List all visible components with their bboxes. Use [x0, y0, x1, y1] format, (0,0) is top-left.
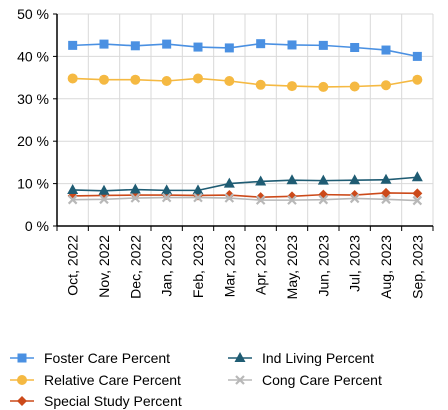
x-tick-label: Nov, 2022	[96, 235, 112, 298]
data-point	[412, 74, 423, 85]
data-point	[256, 39, 266, 49]
data-point	[318, 194, 329, 205]
legend-label: Foster Care Percent	[44, 350, 170, 366]
x-tick-label: Feb, 2023	[190, 235, 206, 298]
data-point	[67, 183, 79, 194]
data-point	[98, 184, 110, 195]
data-point	[68, 40, 78, 50]
data-point	[161, 192, 172, 203]
gridlines	[57, 13, 434, 226]
y-tick-label: 50 %	[17, 6, 49, 22]
series-group	[67, 39, 423, 206]
data-point	[317, 174, 329, 185]
legend-marker	[17, 375, 27, 385]
data-point	[223, 177, 235, 188]
data-point	[412, 51, 422, 61]
series-line	[72, 196, 418, 202]
data-point	[192, 184, 204, 195]
y-tick-label: 20 %	[17, 133, 49, 149]
legend-marker	[234, 352, 246, 362]
legend-label: Ind Living Percent	[262, 350, 374, 366]
data-point	[67, 73, 78, 84]
data-point	[380, 173, 392, 184]
data-point	[130, 193, 141, 203]
data-point	[349, 174, 361, 185]
series-1	[67, 73, 423, 92]
data-point	[412, 188, 423, 199]
data-point	[381, 45, 391, 55]
data-point	[161, 184, 173, 195]
data-point	[287, 81, 297, 92]
data-point	[287, 195, 297, 205]
y-tick-label: 10 %	[17, 176, 49, 192]
legend-item: Ind Living Percent	[228, 350, 374, 366]
legend-label: Special Study Percent	[44, 393, 182, 409]
x-tick-label: Aug, 2023	[378, 235, 394, 299]
legend-item: Special Study Percent	[10, 393, 182, 409]
series-line	[72, 42, 418, 58]
data-point	[224, 43, 234, 53]
data-point	[350, 42, 360, 52]
data-point	[193, 192, 203, 203]
data-point	[161, 75, 172, 86]
data-point	[193, 73, 203, 84]
x-tick-label: Sep, 2023	[409, 235, 425, 299]
data-point	[129, 183, 141, 194]
data-point	[99, 39, 109, 49]
data-point	[411, 171, 423, 182]
x-axis-ticks: Oct, 2022 Nov, 2022 Dec, 2022 Jan, 2023 Feb,…	[56, 226, 434, 300]
data-point	[224, 193, 235, 203]
data-point	[193, 42, 203, 52]
series-line	[72, 77, 418, 88]
y-axis-ticks: 0 % 10 % 20 % 30 % 40 % 50 %	[17, 6, 57, 234]
legend-marker	[17, 353, 27, 363]
data-point	[318, 81, 329, 92]
legend-marker	[235, 375, 245, 385]
legend: Foster Care Percent Ind Living Percent Rel…	[10, 350, 382, 409]
data-point	[99, 194, 109, 205]
series-line	[72, 192, 418, 198]
y-tick-label: 0 %	[25, 218, 49, 234]
series-3	[67, 171, 423, 195]
x-tick-label: Jan, 2023	[159, 235, 175, 297]
data-point	[381, 80, 391, 91]
series-4	[67, 192, 423, 206]
data-point	[99, 74, 109, 85]
x-tick-label: Jul, 2023	[347, 235, 363, 292]
data-point	[255, 195, 266, 205]
data-point	[130, 74, 141, 85]
legend-label: Relative Care Percent	[44, 372, 181, 388]
data-point	[349, 81, 360, 92]
series-0	[68, 39, 422, 61]
legend-label: Cong Care Percent	[262, 372, 382, 388]
x-tick-label: Apr, 2023	[253, 235, 269, 295]
y-tick-label: 30 %	[17, 91, 49, 107]
x-tick-label: May, 2023	[284, 235, 300, 300]
legend-item: Cong Care Percent	[228, 372, 382, 388]
data-point	[67, 194, 78, 205]
data-point	[286, 174, 298, 185]
legend-marker	[17, 396, 27, 406]
x-tick-label: Mar, 2023	[221, 235, 237, 297]
data-point	[162, 39, 172, 49]
data-point	[381, 194, 391, 205]
data-point	[349, 190, 360, 201]
data-point	[318, 40, 328, 50]
x-tick-label: Jun, 2023	[315, 235, 331, 297]
series-line	[72, 176, 418, 192]
data-point	[255, 79, 266, 90]
legend-item: Foster Care Percent	[10, 350, 170, 366]
data-point	[130, 41, 140, 51]
data-point	[349, 193, 360, 204]
data-point	[255, 175, 267, 186]
data-point	[287, 40, 297, 50]
x-tick-label: Oct, 2022	[65, 235, 81, 296]
data-point	[224, 75, 235, 86]
legend-item: Relative Care Percent	[10, 372, 181, 388]
data-point	[412, 195, 423, 206]
y-tick-label: 40 %	[17, 48, 49, 64]
data-point	[318, 189, 329, 200]
x-tick-label: Dec, 2022	[127, 235, 143, 299]
